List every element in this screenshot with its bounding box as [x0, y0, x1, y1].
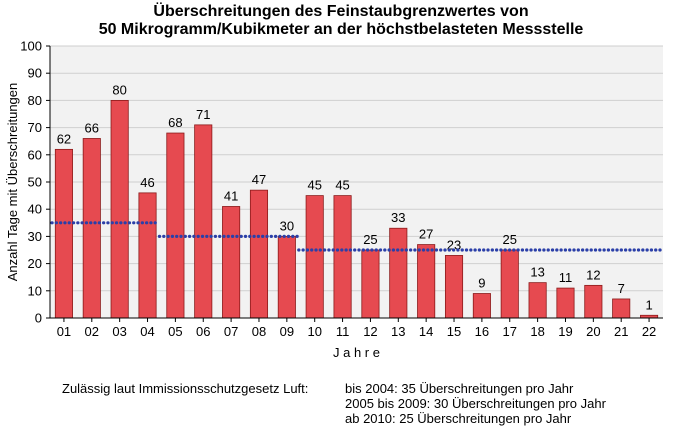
value-label-01: 62 — [57, 131, 71, 146]
value-label-03: 80 — [112, 82, 126, 97]
y-tick-label-20: 20 — [28, 256, 42, 271]
value-label-05: 68 — [168, 115, 182, 130]
bar-08 — [249, 189, 269, 319]
value-label-02: 66 — [85, 120, 99, 135]
y-tick-label-90: 90 — [28, 66, 42, 81]
bar-07 — [222, 206, 241, 319]
bar-20 — [584, 284, 603, 319]
value-label-17: 25 — [503, 232, 517, 247]
x-tick-label-03: 03 — [112, 324, 126, 339]
y-tick-label-80: 80 — [28, 93, 42, 108]
x-tick-label-20: 20 — [586, 324, 600, 339]
chart-title-line-2: 50 Mikrogramm/Kubikmeter an der höchstbe… — [98, 21, 584, 38]
value-label-10: 45 — [307, 178, 321, 193]
bar-12 — [361, 249, 380, 319]
x-tick-label-18: 18 — [530, 324, 544, 339]
value-label-20: 12 — [586, 267, 600, 282]
legal-note-line-3: ab 2010: 25 Überschreitungen pro Jahr — [345, 411, 572, 426]
y-tick-label-50: 50 — [28, 175, 42, 190]
bar-10 — [305, 195, 324, 319]
x-tick-label-22: 22 — [642, 324, 656, 339]
x-tick-label-06: 06 — [196, 324, 210, 339]
x-tick-label-11: 11 — [336, 324, 350, 339]
bar-05 — [166, 132, 185, 319]
legal-note-label: Zulässig laut Immissionsschutzgesetz Luf… — [62, 381, 309, 396]
x-tick-label-04: 04 — [140, 324, 154, 339]
x-tick-label-13: 13 — [391, 324, 405, 339]
value-label-19: 11 — [559, 270, 573, 285]
bar-17 — [500, 249, 519, 319]
x-tick-label-05: 05 — [168, 324, 182, 339]
chart-title: Überschreitungen des Feinstaubgrenzwerte… — [0, 3, 682, 39]
value-label-22: 1 — [645, 297, 652, 312]
x-tick-label-16: 16 — [475, 324, 489, 339]
y-tick-label-10: 10 — [28, 283, 42, 298]
bar-13 — [389, 227, 408, 319]
x-tick-label-07: 07 — [224, 324, 238, 339]
value-label-06: 71 — [196, 107, 210, 122]
x-tick-label-17: 17 — [503, 324, 517, 339]
value-label-11: 45 — [335, 178, 349, 193]
bar-01 — [54, 148, 73, 319]
value-label-21: 7 — [618, 281, 625, 296]
bar-04 — [138, 192, 157, 319]
bar-06 — [194, 124, 213, 319]
x-tick-label-19: 19 — [558, 324, 572, 339]
bar-14 — [417, 244, 436, 319]
bar-09 — [277, 235, 296, 319]
legal-note-line-2: 2005 bis 2009: 30 Überschreitungen pro J… — [345, 396, 606, 411]
x-tick-label-21: 21 — [614, 324, 628, 339]
x-tick-label-01: 01 — [57, 324, 71, 339]
bar-11 — [333, 195, 352, 319]
y-tick-label-40: 40 — [28, 202, 42, 217]
bar-18 — [528, 282, 547, 319]
y-tick-label-0: 0 — [35, 311, 42, 326]
bar-02 — [82, 138, 101, 319]
y-tick-label-100: 100 — [20, 39, 42, 54]
bar-15 — [444, 255, 464, 319]
value-label-09: 30 — [280, 218, 294, 233]
value-label-12: 25 — [363, 232, 377, 247]
x-tick-label-14: 14 — [419, 324, 433, 339]
x-axis-label: J a h r e — [333, 345, 380, 360]
x-tick-label-15: 15 — [447, 324, 461, 339]
y-axis-label: Anzahl Tage mit Überschreitungen — [5, 83, 20, 282]
value-label-16: 9 — [478, 276, 485, 291]
x-tick-label-08: 08 — [252, 324, 266, 339]
value-label-08: 47 — [252, 172, 266, 187]
value-label-18: 13 — [530, 265, 544, 280]
legal-note-line-1: bis 2004: 35 Überschreitungen pro Jahr — [345, 381, 574, 396]
y-tick-label-30: 30 — [28, 229, 42, 244]
x-tick-label-10: 10 — [307, 324, 321, 339]
legal-note-lines: bis 2004: 35 Überschreitungen pro Jahr 2… — [345, 381, 606, 426]
value-label-04: 46 — [140, 175, 154, 190]
x-tick-label-12: 12 — [363, 324, 377, 339]
bar-19 — [556, 287, 575, 319]
y-tick-label-70: 70 — [28, 120, 42, 135]
x-tick-label-09: 09 — [280, 324, 294, 339]
x-tick-label-02: 02 — [85, 324, 99, 339]
bar-chart: 0102030405060708090100626680466871414730… — [5, 39, 663, 360]
bar-16 — [472, 293, 491, 319]
value-label-07: 41 — [224, 188, 238, 203]
value-label-13: 33 — [391, 210, 405, 225]
value-label-14: 27 — [419, 227, 433, 242]
y-tick-label-60: 60 — [28, 147, 42, 162]
chart-title-line-1: Überschreitungen des Feinstaubgrenzwerte… — [153, 3, 529, 20]
bar-21 — [612, 298, 631, 319]
bar-03 — [110, 100, 129, 319]
